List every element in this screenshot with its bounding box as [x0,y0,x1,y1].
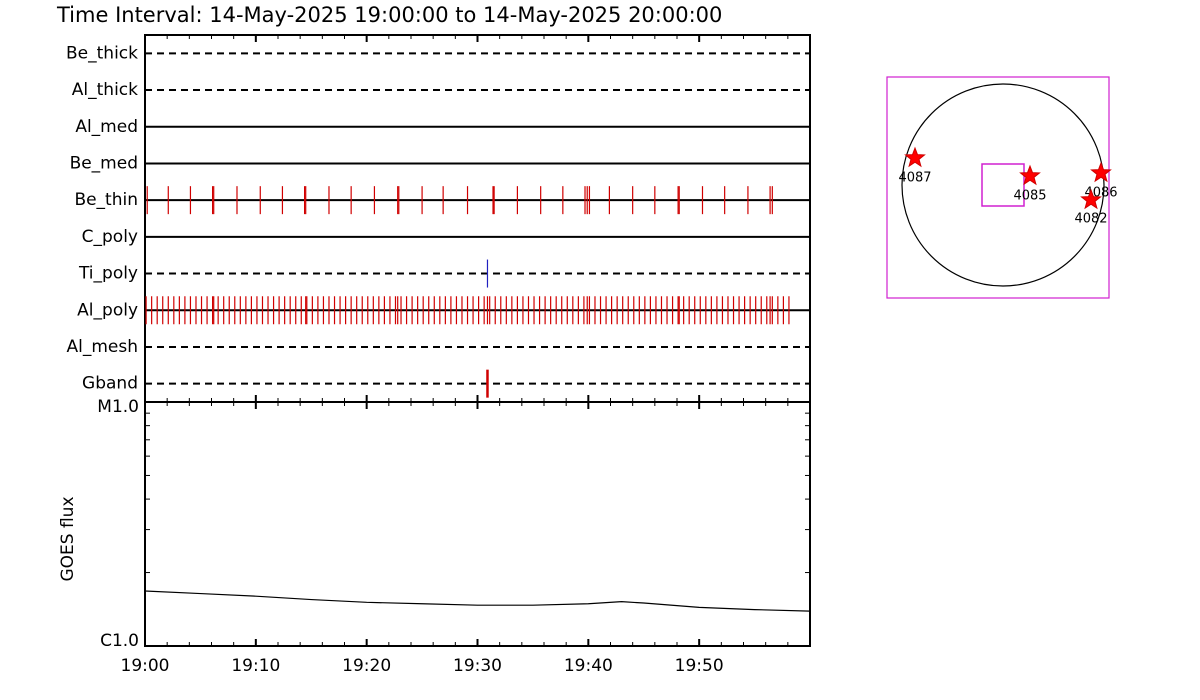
x-tick-label: 19:30 [453,656,502,676]
x-tick-label: 19:20 [342,656,391,676]
region-label: 4087 [898,171,931,186]
row-label: Al_poly [77,300,138,320]
row-label: Be_med [70,153,138,173]
region-label: 4085 [1013,189,1046,204]
x-tick-label: 19:10 [231,656,280,676]
region-star [1090,161,1112,183]
row-label: Be_thick [66,43,138,63]
x-tick-label: 19:00 [121,656,170,676]
row-label: Al_thick [72,80,138,100]
map-frame [886,76,1110,299]
x-tick-label: 19:40 [564,656,613,676]
row-label: Be_thin [74,190,138,210]
x-tick-label: 19:50 [675,656,724,676]
row-label: Gband [82,374,138,394]
y-axis-label: GOES flux [58,496,78,581]
region-star [904,146,926,168]
goes-curve [144,590,811,612]
solar-disk [901,83,1105,287]
row-label: C_poly [82,227,138,247]
region-star [1080,188,1102,210]
fov-box [981,163,1025,207]
region-star [1019,164,1041,186]
row-label: Al_med [75,117,138,137]
title: Time Interval: 14-May-2025 19:00:00 to 1… [56,3,722,27]
region-label: 4082 [1074,212,1107,227]
row-label: Ti_poly [78,264,138,284]
row-label: Al_mesh [66,337,138,357]
y-tick-label: C1.0 [100,631,139,651]
y-tick-label: M1.0 [97,397,139,417]
